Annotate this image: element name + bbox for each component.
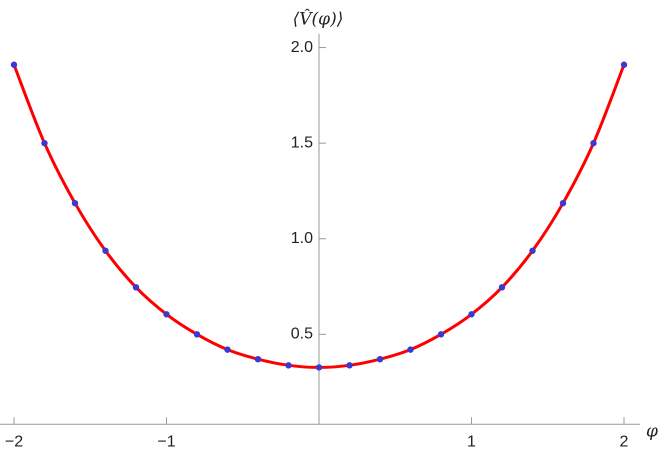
x-axis-label: φ xyxy=(646,422,658,442)
point xyxy=(498,284,506,291)
x-tick-label: 1 xyxy=(467,433,476,450)
y-tick-label: 1.0 xyxy=(291,230,313,247)
point xyxy=(346,362,353,369)
point xyxy=(590,139,597,147)
x-tick-label: −2 xyxy=(5,433,23,450)
point xyxy=(163,311,170,318)
point xyxy=(315,364,323,371)
point xyxy=(376,355,384,363)
point xyxy=(254,355,262,363)
point xyxy=(71,199,79,207)
point xyxy=(193,331,201,338)
point xyxy=(437,331,445,338)
point xyxy=(468,311,475,318)
point xyxy=(102,247,109,254)
y-axis-label: ⟨V̂(φ)⟩ xyxy=(293,9,344,29)
point xyxy=(132,284,140,291)
point xyxy=(529,247,536,254)
point xyxy=(10,61,18,68)
x-tick-label: −1 xyxy=(157,433,175,450)
x-tick-label: 2 xyxy=(620,433,629,450)
point xyxy=(620,61,628,68)
y-tick-label: 1.5 xyxy=(291,134,313,151)
point xyxy=(407,346,414,353)
y-tick-label: 0.5 xyxy=(291,326,313,343)
point xyxy=(41,139,48,147)
point xyxy=(224,346,231,353)
point xyxy=(285,362,292,369)
y-tick-label: 2.0 xyxy=(291,39,313,56)
point xyxy=(559,199,567,207)
